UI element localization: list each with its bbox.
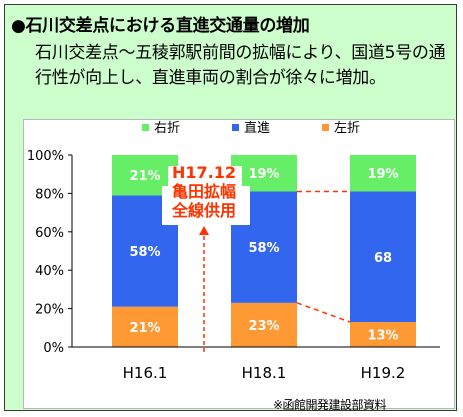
annotation-background (162, 205, 250, 225)
legend-label: 左折 (334, 121, 360, 136)
bar-value-label: 21% (129, 169, 160, 184)
legend-label: 右折 (154, 121, 180, 136)
x-tick-label: H16.1 (123, 364, 168, 382)
connector-line-lower (296, 302, 351, 323)
y-tick-label: 0% (43, 341, 64, 356)
annotation-arrow-head (199, 226, 209, 235)
bar-value-label: 68 (374, 251, 392, 266)
bar-value-label: 58% (129, 245, 160, 260)
annotation-background (162, 186, 250, 206)
annotation-background (168, 166, 242, 186)
x-tick-label: H18.1 (242, 364, 287, 382)
legend-swatch (232, 124, 239, 131)
panel-description: 石川交差点～五稜郭駅前間の拡幅により、国道5号の通行性が向上し、直進車両の割合が… (35, 43, 446, 88)
panel-title: ●石川交差点における直進交通量の増加 (11, 16, 310, 36)
y-tick-label: 40% (35, 264, 64, 279)
bar-segment (350, 322, 416, 347)
y-tick-label: 80% (35, 187, 64, 202)
annotation-line: 全線供用 (171, 201, 236, 220)
legend-label: 直進 (244, 121, 270, 136)
bar-segment (112, 306, 178, 347)
bar-value-label: 13% (367, 329, 398, 344)
source-note: ※函館開発建設部資料 (273, 398, 387, 412)
legend-swatch (322, 124, 329, 131)
y-tick-label: 60% (35, 226, 64, 241)
y-tick-label: 20% (35, 303, 64, 318)
legend-swatch (142, 124, 149, 131)
bar-value-label: 19% (248, 167, 279, 182)
bar-value-label: 19% (367, 167, 398, 182)
x-tick-label: H19.2 (361, 364, 406, 382)
bar-value-label: 23% (248, 319, 279, 334)
y-tick-label: 100% (27, 149, 64, 164)
bar-value-label: 21% (129, 321, 160, 336)
annotation-line: H17.12 (172, 163, 236, 182)
bar-value-label: 58% (248, 241, 279, 256)
annotation-line: 亀田拡幅 (172, 182, 236, 201)
bar-segment (231, 302, 297, 347)
bar-segment (350, 155, 416, 192)
bar-segment (350, 191, 416, 323)
